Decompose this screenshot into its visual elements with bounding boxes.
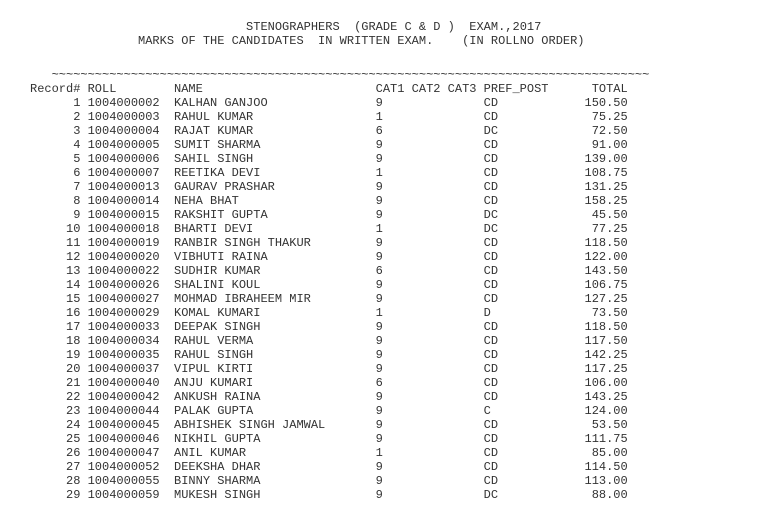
header-line-1: STENOGRAPHERS (GRADE C & D ) EXAM.,2017 (30, 20, 732, 34)
rows-container: 1 1004000002 KALHAN GANJOO 9 CD 150.50 2… (30, 96, 732, 502)
title-line-2: MARKS OF THE CANDIDATES IN WRITTEN EXAM.… (138, 34, 584, 48)
table-row: 28 1004000055 BINNY SHARMA 9 CD 113.00 (30, 474, 732, 488)
table-row: 15 1004000027 MOHMAD IBRAHEEM MIR 9 CD 1… (30, 292, 732, 306)
pad (30, 20, 246, 34)
table-row: 7 1004000013 GAURAV PRASHAR 9 CD 131.25 (30, 180, 732, 194)
table-row: 26 1004000047 ANIL KUMAR 1 CD 85.00 (30, 446, 732, 460)
table-row: 11 1004000019 RANBIR SINGH THAKUR 9 CD 1… (30, 236, 732, 250)
pad (30, 34, 138, 48)
table-row: 19 1004000035 RAHUL SINGH 9 CD 142.25 (30, 348, 732, 362)
table-row: 3 1004000004 RAJAT KUMAR 6 DC 72.50 (30, 124, 732, 138)
table-row: 2 1004000003 RAHUL KUMAR 1 CD 75.25 (30, 110, 732, 124)
table-row: 14 1004000026 SHALINI KOUL 9 CD 106.75 (30, 278, 732, 292)
table-row: 6 1004000007 REETIKA DEVI 1 CD 108.75 (30, 166, 732, 180)
table-row: 12 1004000020 VIBHUTI RAINA 9 CD 122.00 (30, 250, 732, 264)
table-row: 4 1004000005 SUMIT SHARMA 9 CD 91.00 (30, 138, 732, 152)
table-row: 27 1004000052 DEEKSHA DHAR 9 CD 114.50 (30, 460, 732, 474)
table-row: 10 1004000018 BHARTI DEVI 1 DC 77.25 (30, 222, 732, 236)
table-row: 25 1004000046 NIKHIL GUPTA 9 CD 111.75 (30, 432, 732, 446)
table-row: 5 1004000006 SAHIL SINGH 9 CD 139.00 (30, 152, 732, 166)
table-row: 16 1004000029 KOMAL KUMARI 1 D 73.50 (30, 306, 732, 320)
table-row: 1 1004000002 KALHAN GANJOO 9 CD 150.50 (30, 96, 732, 110)
table-row: 22 1004000042 ANKUSH RAINA 9 CD 143.25 (30, 390, 732, 404)
table-row: 21 1004000040 ANJU KUMARI 6 CD 106.00 (30, 376, 732, 390)
header-line-2: MARKS OF THE CANDIDATES IN WRITTEN EXAM.… (30, 34, 732, 48)
table-row: 17 1004000033 DEEPAK SINGH 9 CD 118.50 (30, 320, 732, 334)
table-row: 24 1004000045 ABHISHEK SINGH JAMWAL 9 CD… (30, 418, 732, 432)
title-line-1: STENOGRAPHERS (GRADE C & D ) EXAM.,2017 (246, 20, 541, 34)
table-row: 13 1004000022 SUDHIR KUMAR 6 CD 143.50 (30, 264, 732, 278)
table-row: 18 1004000034 RAHUL VERMA 9 CD 117.50 (30, 334, 732, 348)
table-row: 23 1004000044 PALAK GUPTA 9 C 124.00 (30, 404, 732, 418)
table-row: 29 1004000059 MUKESH SINGH 9 DC 88.00 (30, 488, 732, 502)
table-row: 20 1004000037 VIPUL KIRTI 9 CD 117.25 (30, 362, 732, 376)
column-header-row: Record# ROLL NAME CAT1 CAT2 CAT3 PREF_PO… (30, 82, 732, 96)
table-row: 8 1004000014 NEHA BHAT 9 CD 158.25 (30, 194, 732, 208)
report-header: STENOGRAPHERS (GRADE C & D ) EXAM.,2017 … (30, 20, 732, 48)
table-row: 9 1004000015 RAKSHIT GUPTA 9 DC 45.50 (30, 208, 732, 222)
separator-line: ~~~~~~~~~~~~~~~~~~~~~~~~~~~~~~~~~~~~~~~~… (30, 68, 732, 82)
